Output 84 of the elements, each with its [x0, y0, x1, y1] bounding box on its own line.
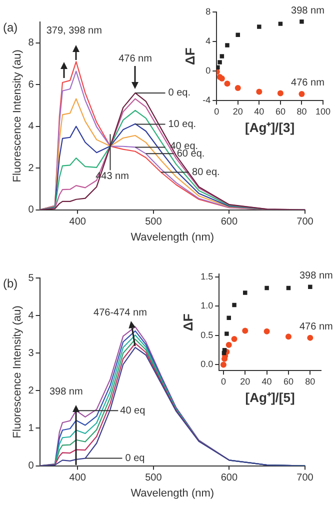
point	[264, 286, 269, 290]
x-tick-label: 80	[305, 376, 316, 386]
x-tick-label: 700	[296, 472, 314, 484]
chart-title: (b)	[3, 276, 18, 290]
point	[307, 334, 314, 341]
y-tick-label: 0	[28, 460, 34, 472]
series-label: 476 nm	[291, 78, 324, 89]
point	[257, 24, 262, 29]
point	[242, 328, 248, 334]
x-tick-label: 400	[69, 472, 86, 484]
y-tick-label: 0.0	[200, 359, 214, 370]
x-axis-title: [Ag⁺]/[5]	[245, 390, 295, 405]
y-tick-label: 4	[28, 310, 34, 322]
y-tick-label: 4	[28, 121, 34, 132]
point	[224, 80, 230, 87]
point	[300, 19, 304, 24]
point	[264, 328, 270, 334]
y-tick-label: 4	[206, 36, 211, 46]
x-axis-title: Wavelength (nm)	[130, 231, 214, 244]
series-label: 476 nm	[299, 322, 333, 333]
y-tick-label: 0	[28, 204, 34, 216]
point	[226, 342, 232, 348]
point	[308, 284, 312, 289]
annotation: 0 eq.	[168, 88, 190, 99]
x-tick-label: 500	[145, 216, 162, 228]
chart-title: (a)	[3, 20, 18, 34]
y-tick-label: 0.5	[200, 330, 214, 340]
x-tick-label: 100	[315, 106, 331, 116]
y-axis-title: Fluorescence Intensity (au)	[12, 306, 24, 438]
annotation: 80 eq.	[192, 166, 220, 178]
y-tick-label: 1.5	[200, 271, 214, 282]
y-axis-title: Fluorescence Intensity (au)	[12, 50, 24, 182]
x-tick-label: 700	[296, 216, 314, 228]
x-tick-label: 20	[232, 106, 243, 116]
point	[256, 88, 262, 95]
point	[231, 336, 238, 342]
x-tick-label: 500	[145, 472, 162, 484]
point	[218, 60, 222, 64]
y-tick-label: 8	[28, 38, 34, 49]
y-tick-label: 2	[28, 385, 34, 396]
point	[278, 22, 283, 26]
point	[225, 43, 230, 48]
y-tick-label: 1	[28, 422, 34, 434]
y-axis-title: ΔF	[180, 314, 196, 331]
y-tick-label: 6	[28, 79, 34, 90]
x-tick-label: 60	[275, 106, 286, 116]
x-axis-title: Wavelength (nm)	[130, 487, 214, 500]
point	[243, 290, 248, 295]
x-tick-label: 600	[220, 216, 238, 228]
x-tick-label: 20	[240, 376, 250, 386]
point	[285, 334, 292, 340]
annotation: 40 eq	[120, 405, 146, 416]
point	[277, 90, 284, 96]
point	[234, 85, 241, 92]
x-tick-label: 80	[296, 106, 307, 116]
annotation: 476-474 nm	[94, 308, 147, 319]
y-tick-label: -4	[202, 95, 211, 106]
annotation: 476 nm	[118, 54, 152, 65]
x-tick-label: 40	[254, 106, 264, 116]
y-tick-label: 1.0	[200, 300, 214, 311]
y-tick-label: 5	[28, 272, 34, 284]
series-label: 398 nm	[291, 5, 324, 16]
x-tick-label: 40	[262, 376, 272, 386]
point	[220, 54, 224, 58]
annotation: 379, 398 nm	[46, 25, 102, 36]
x-tick-label: 0	[220, 376, 226, 386]
point	[226, 316, 231, 320]
x-axis-title: [Ag⁺]/[3]	[245, 120, 295, 135]
y-tick-label: 2	[28, 162, 34, 174]
x-tick-label: 400	[69, 216, 86, 228]
y-tick-label: 8	[206, 6, 211, 16]
y-axis-title: ΔF	[182, 48, 198, 65]
x-tick-label: 600	[220, 472, 238, 484]
series-label: 398 nm	[299, 270, 333, 282]
point	[224, 332, 229, 336]
y-tick-label: 3	[28, 348, 34, 359]
annotation: 398 nm	[49, 386, 83, 398]
point	[298, 90, 305, 97]
annotation: 0 eq	[125, 453, 145, 464]
point	[232, 302, 236, 308]
annotation: 10 eq.	[168, 118, 196, 130]
point	[220, 362, 226, 368]
x-tick-label: 60	[283, 376, 294, 386]
y-tick-label: 0	[206, 66, 211, 76]
